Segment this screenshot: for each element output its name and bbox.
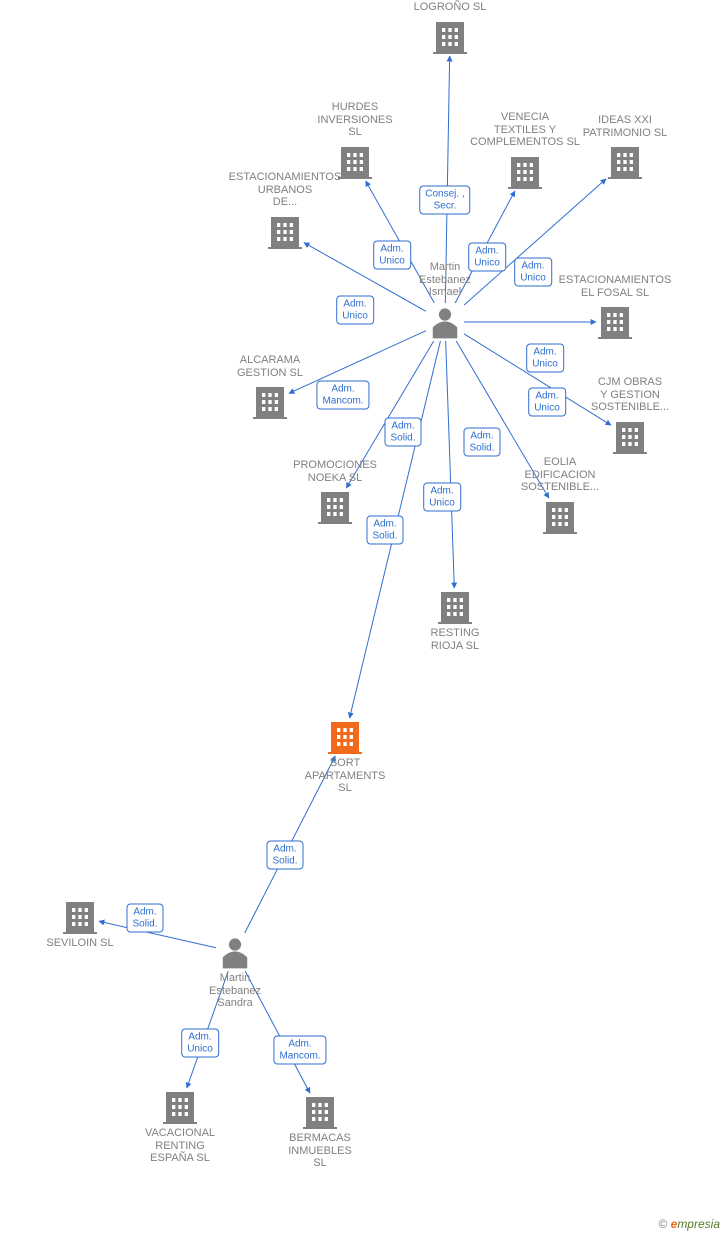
edge-label: Adm.Solid. [384, 418, 421, 447]
company-node: ALCARAMAGESTION SL [237, 354, 303, 379]
node-label: ESTACIONAMIENTOSURBANOSDE... [229, 171, 342, 209]
diagram-canvas [0, 0, 728, 1235]
edge-label: Adm.Solid. [266, 841, 303, 870]
company-node: BERMACASINMUEBLESSL [288, 1132, 352, 1170]
building-icon [328, 722, 362, 754]
edge-label: Adm.Unico [514, 258, 552, 287]
edge-label: Adm.Unico [528, 388, 566, 417]
node-label: VENECIATEXTILES YCOMPLEMENTOS SL [470, 111, 580, 149]
edge-label: Adm.Unico [181, 1029, 219, 1058]
edge-label: Adm.Solid. [366, 516, 403, 545]
building-icon [598, 307, 632, 339]
company-node: VACACIONALRENTINGESPAÑA SL [145, 1127, 215, 1165]
edge-label: Adm.Unico [423, 483, 461, 512]
company-node: VENECIATEXTILES YCOMPLEMENTOS SL [470, 111, 580, 149]
node-label: MartinEstebanezSandra [209, 972, 261, 1010]
edge-label: Adm.Solid. [463, 428, 500, 457]
edge-label: Adm.Unico [526, 344, 564, 373]
building-icon [268, 217, 302, 249]
company-node: PROMOCIONESNOEKA SL [293, 459, 377, 484]
company-node: IDEAS XXIPATRIMONIO SL [583, 114, 668, 139]
edge-label: Adm.Unico [336, 296, 374, 325]
company-node: ESTACIONAMIENTOSEL FOSAL SL [559, 274, 672, 299]
node-label: SEVILOIN SL [46, 937, 113, 950]
edge-label: Consej. ,Secr. [419, 186, 470, 215]
node-label: VACACIONALRENTINGESPAÑA SL [145, 1127, 215, 1165]
building-icon [303, 1097, 337, 1129]
person-node: MartinEstebanezSandra [209, 972, 261, 1010]
node-label: ESTACIONAMIENTOGRAN VIALOGROÑO SL [397, 0, 502, 14]
copyright-symbol: © [658, 1217, 667, 1231]
node-label: IDEAS XXIPATRIMONIO SL [583, 114, 668, 139]
node-label: CJM OBRASY GESTIONSOSTENIBLE... [591, 376, 669, 414]
building-icon [338, 147, 372, 179]
building-icon [433, 22, 467, 54]
person-node: MartinEstebanezIsmael [419, 261, 471, 299]
node-label: BERMACASINMUEBLESSL [288, 1132, 352, 1170]
company-node: ESTACIONAMIENTOSURBANOSDE... [229, 171, 342, 209]
building-icon [163, 1092, 197, 1124]
node-label: MartinEstebanezIsmael [419, 261, 471, 299]
building-icon [508, 157, 542, 189]
company-node: HURDESINVERSIONESSL [317, 101, 392, 139]
node-label: HURDESINVERSIONESSL [317, 101, 392, 139]
building-icon [608, 147, 642, 179]
watermark-rest: mpresia [677, 1217, 720, 1231]
person-icon [223, 938, 247, 968]
watermark: © empresia [658, 1217, 720, 1231]
edge [446, 341, 455, 588]
node-label: SORTAPARTAMENTSSL [305, 757, 386, 795]
company-node: RESTINGRIOJA SL [431, 627, 480, 652]
building-icon [438, 592, 472, 624]
building-icon [318, 492, 352, 524]
node-label: ESTACIONAMIENTOSEL FOSAL SL [559, 274, 672, 299]
company-node: SORTAPARTAMENTSSL [305, 757, 386, 795]
company-node: CJM OBRASY GESTIONSOSTENIBLE... [591, 376, 669, 414]
node-label: ALCARAMAGESTION SL [237, 354, 303, 379]
building-icon [253, 387, 287, 419]
node-label: EOLIAEDIFICACIONSOSTENIBLE... [521, 456, 599, 494]
edge-label: Adm.Unico [373, 241, 411, 270]
edge-label: Adm.Solid. [126, 904, 163, 933]
building-icon [613, 422, 647, 454]
company-node: ESTACIONAMIENTOGRAN VIALOGROÑO SL [397, 0, 502, 14]
company-node: SEVILOIN SL [46, 937, 113, 950]
edge-label: Adm.Mancom. [273, 1036, 326, 1065]
node-label: PROMOCIONESNOEKA SL [293, 459, 377, 484]
edge-label: Adm.Mancom. [316, 381, 369, 410]
building-icon [543, 502, 577, 534]
edge-label: Adm.Unico [468, 243, 506, 272]
company-node: EOLIAEDIFICACIONSOSTENIBLE... [521, 456, 599, 494]
building-icon [63, 902, 97, 934]
node-label: RESTINGRIOJA SL [431, 627, 480, 652]
person-icon [433, 308, 457, 338]
